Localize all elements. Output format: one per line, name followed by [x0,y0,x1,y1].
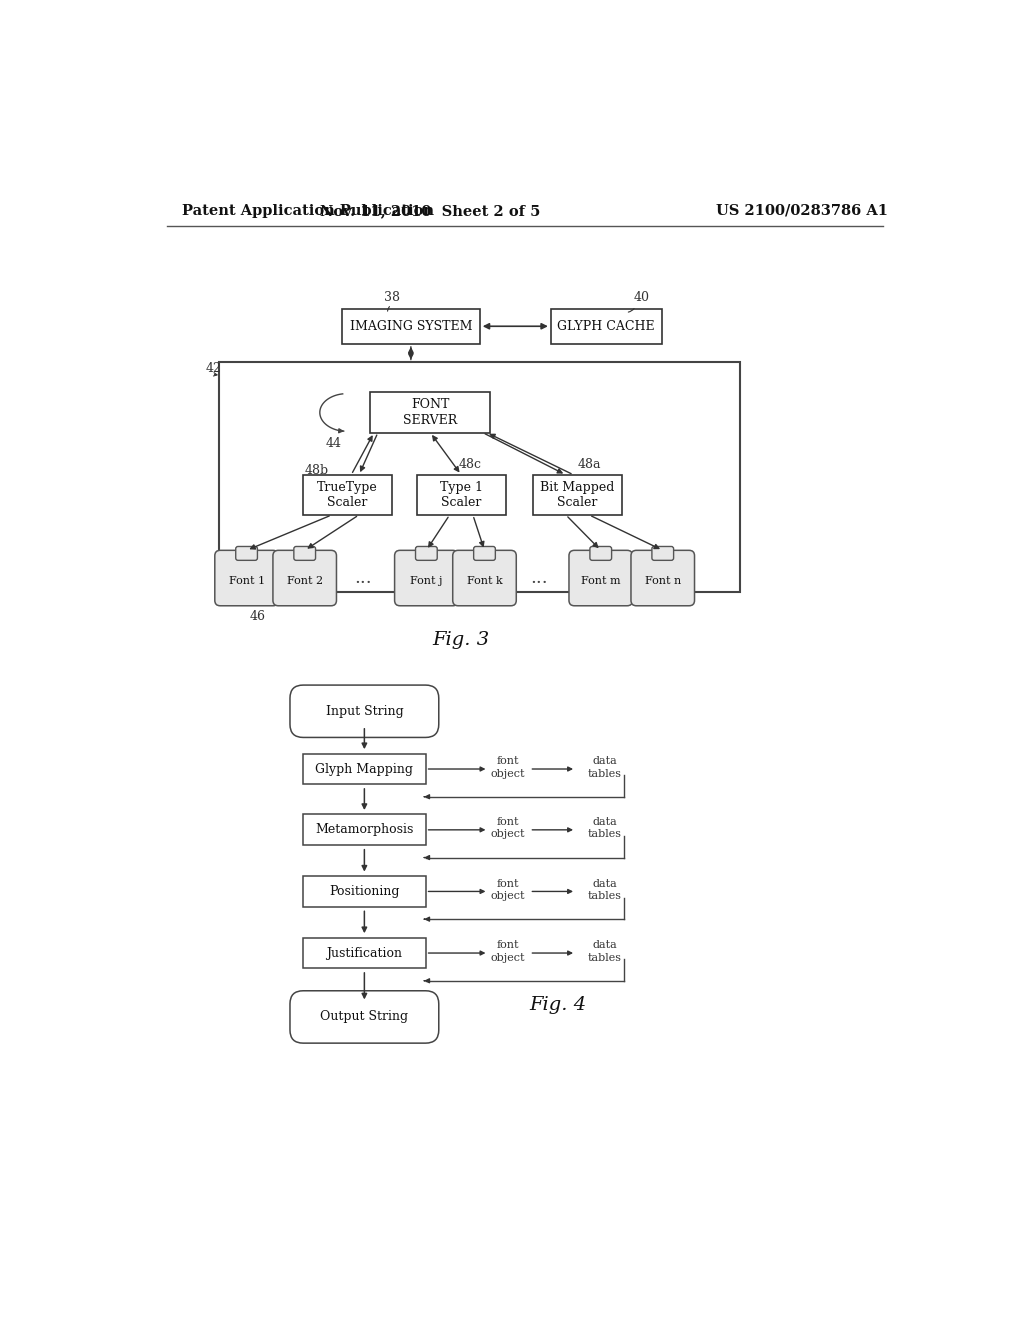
Bar [303,876,426,907]
Text: Font m: Font m [581,576,621,586]
FancyBboxPatch shape [290,991,438,1043]
Text: object: object [490,953,525,962]
Text: 48c: 48c [458,458,481,471]
FancyBboxPatch shape [416,546,437,561]
Text: Output String: Output String [321,1010,409,1023]
Text: data: data [592,879,617,888]
FancyBboxPatch shape [474,546,496,561]
Text: Font 2: Font 2 [287,576,323,586]
Text: 38: 38 [384,290,399,304]
Text: Fig. 4: Fig. 4 [529,997,587,1014]
Bar [342,309,480,345]
Text: Input String: Input String [326,705,403,718]
Text: font: font [497,817,519,828]
Bar [371,392,490,433]
Text: Font 1: Font 1 [228,576,264,586]
Text: Glyph Mapping: Glyph Mapping [315,763,414,776]
Bar [417,475,506,515]
Text: Font j: Font j [411,576,442,586]
Text: object: object [490,829,525,840]
FancyBboxPatch shape [569,550,633,606]
Text: data: data [592,817,617,828]
Text: Fig. 3: Fig. 3 [433,631,489,648]
Text: Justification: Justification [327,946,402,960]
Text: Patent Application Publication: Patent Application Publication [182,203,434,218]
Bar [219,363,740,591]
FancyBboxPatch shape [453,550,516,606]
Bar [303,814,426,845]
Text: Font k: Font k [467,576,503,586]
FancyBboxPatch shape [590,546,611,561]
FancyBboxPatch shape [652,546,674,561]
Bar [532,475,622,515]
FancyBboxPatch shape [290,685,438,738]
Bar [303,475,392,515]
Text: ...: ... [354,569,372,587]
Text: data: data [592,756,617,767]
Bar [303,937,426,969]
Text: tables: tables [588,829,622,840]
Text: GLYPH CACHE: GLYPH CACHE [557,319,655,333]
FancyBboxPatch shape [273,550,337,606]
Text: data: data [592,940,617,950]
Text: tables: tables [588,953,622,962]
Text: Nov. 11, 2010  Sheet 2 of 5: Nov. 11, 2010 Sheet 2 of 5 [321,203,541,218]
Text: Font n: Font n [645,576,681,586]
Text: font: font [497,940,519,950]
Text: 42: 42 [206,363,221,375]
Text: Metamorphosis: Metamorphosis [315,824,414,837]
Text: font: font [497,756,519,767]
Text: ...: ... [530,569,548,587]
Text: FONT
SERVER: FONT SERVER [403,399,458,426]
Text: Bit Mapped
Scaler: Bit Mapped Scaler [541,480,614,510]
FancyBboxPatch shape [631,550,694,606]
Text: 46: 46 [250,610,265,623]
Text: 48a: 48a [578,458,601,471]
Text: tables: tables [588,891,622,902]
Text: TrueType
Scaler: TrueType Scaler [317,480,378,510]
Bar [303,754,426,784]
Text: tables: tables [588,768,622,779]
FancyBboxPatch shape [394,550,458,606]
Text: Positioning: Positioning [329,884,399,898]
Text: 40: 40 [634,290,650,304]
FancyBboxPatch shape [236,546,257,561]
Text: object: object [490,768,525,779]
Text: object: object [490,891,525,902]
Text: IMAGING SYSTEM: IMAGING SYSTEM [349,319,472,333]
Text: 44: 44 [326,437,342,450]
Text: Type 1
Scaler: Type 1 Scaler [439,480,482,510]
Text: US 2100/0283786 A1: US 2100/0283786 A1 [716,203,888,218]
Text: font: font [497,879,519,888]
FancyBboxPatch shape [215,550,279,606]
Text: 48b: 48b [305,465,329,477]
Bar [551,309,662,345]
FancyBboxPatch shape [294,546,315,561]
